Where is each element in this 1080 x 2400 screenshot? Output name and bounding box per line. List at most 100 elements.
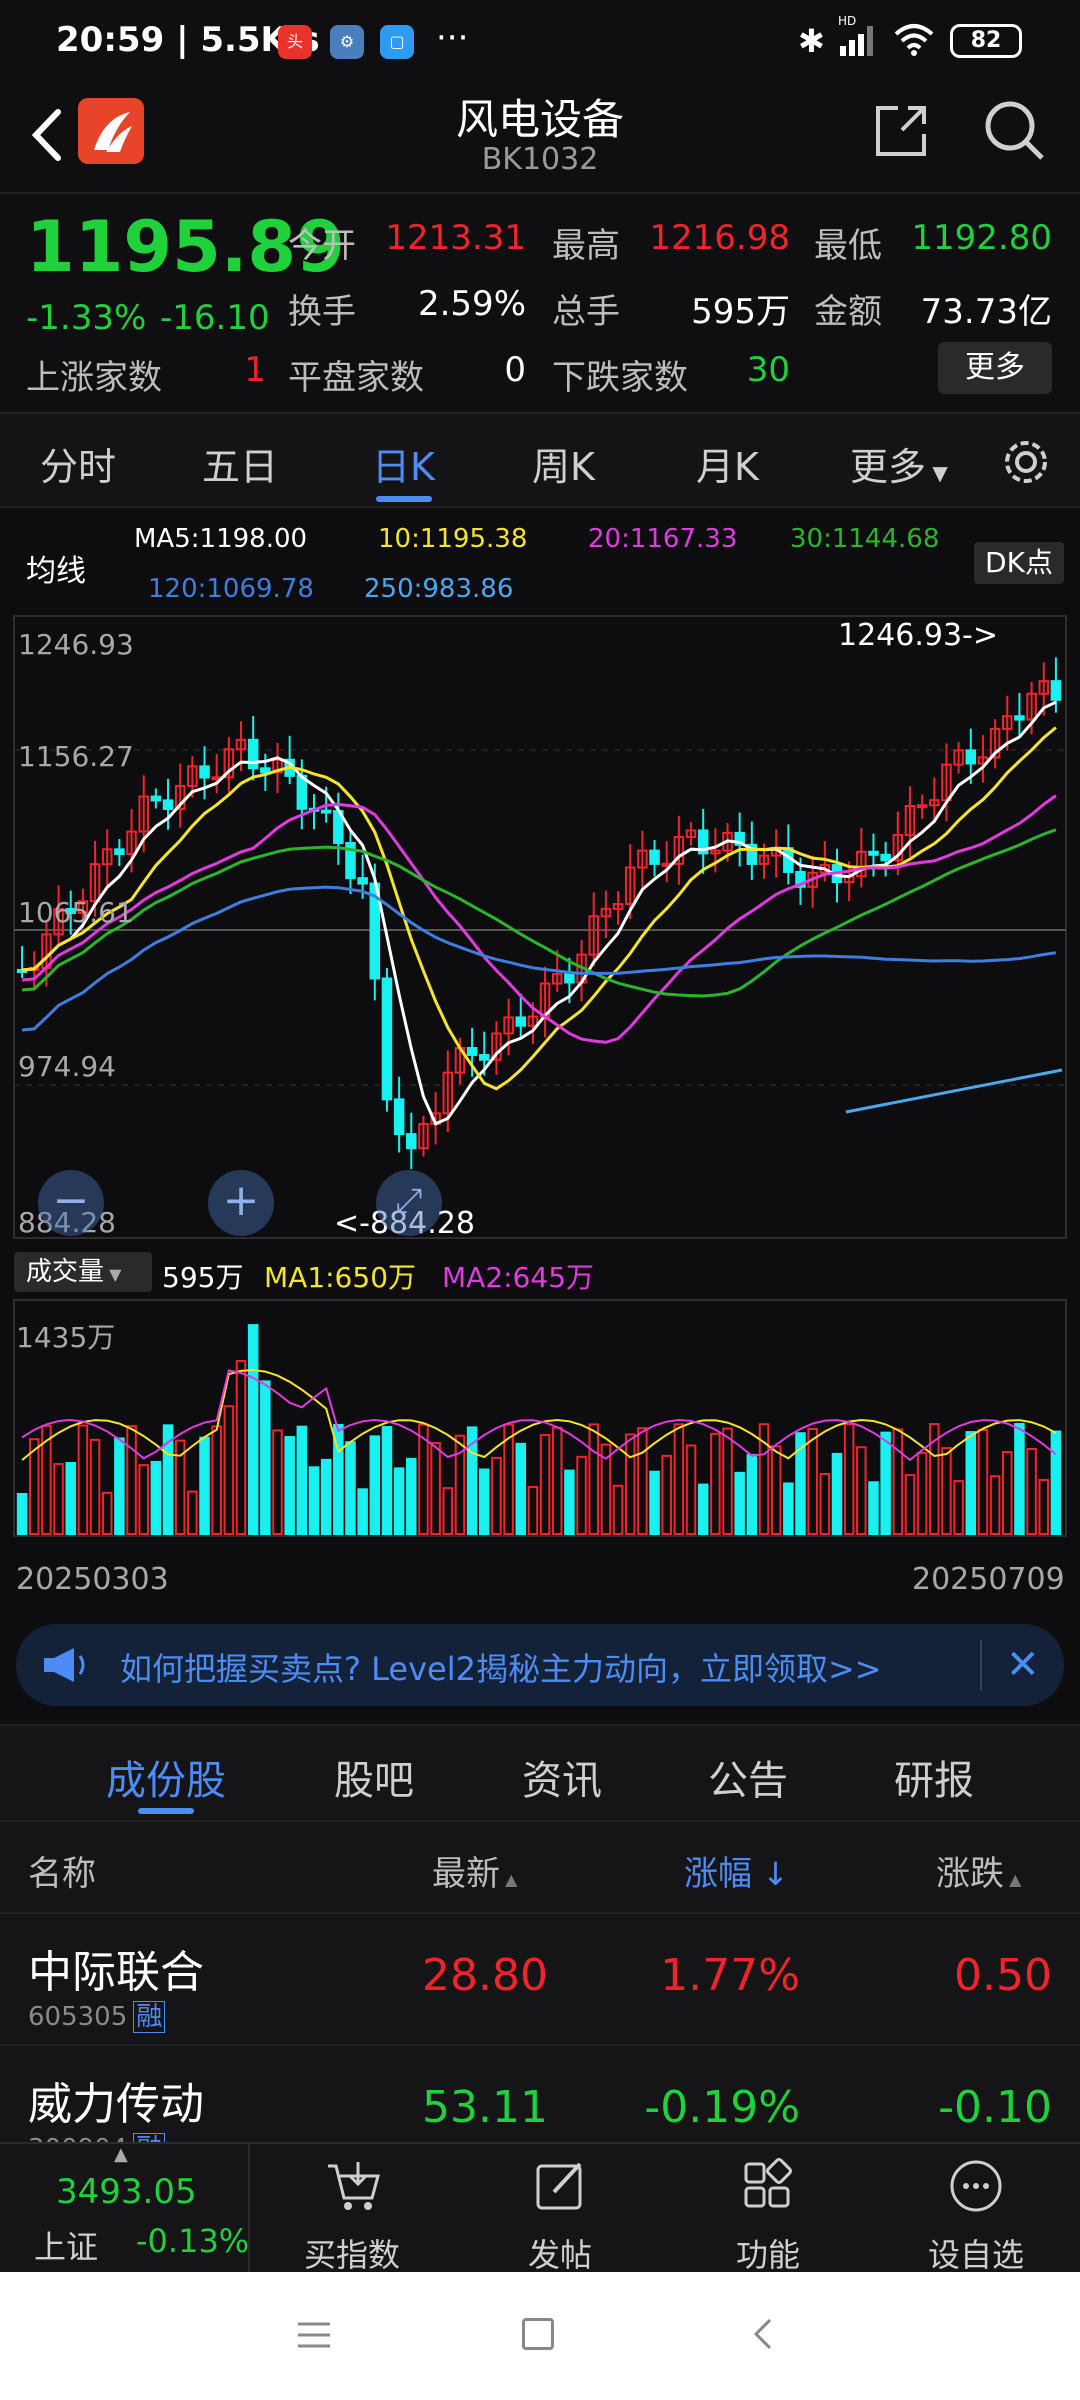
candle-body — [564, 973, 575, 984]
candle-body — [916, 804, 928, 809]
nav-functions[interactable]: 功能 — [735, 2236, 800, 2274]
tab-five-day[interactable]: 五日 — [202, 445, 279, 489]
nav-buy-index[interactable]: 买指数 — [303, 2236, 400, 2274]
candle-body — [746, 843, 758, 865]
stock-row[interactable]: 威力传动 300904融 53.11 -0.19% -0.10 — [0, 2044, 1080, 2144]
more-quote-button[interactable]: 更多 — [938, 342, 1052, 394]
quote-panel: 1195.89 -1.33% -16.10 今开 1213.31 最高 1216… — [0, 192, 1080, 412]
apps-grid-icon[interactable] — [678, 2156, 858, 2216]
y-tick-2: 1156.27 — [18, 740, 134, 773]
home-icon[interactable] — [522, 2318, 554, 2350]
caret-up-icon: ▲ — [114, 2144, 128, 2165]
edit-post-icon[interactable] — [470, 2156, 650, 2216]
ma250-value: 250:983.86 — [364, 574, 514, 604]
candle-body — [187, 765, 198, 787]
volume-bar — [710, 1432, 721, 1536]
candle-body — [649, 849, 660, 865]
wifi-icon — [892, 22, 936, 58]
volume-bar — [1050, 1430, 1062, 1536]
stock-row[interactable]: 中际联合 605305 融 28.80 1.77% 0.50 — [0, 1912, 1080, 2044]
volume-bar — [527, 1485, 539, 1536]
more-circle-icon[interactable] — [886, 2156, 1066, 2216]
tab-intraday[interactable]: 分时 — [40, 445, 117, 489]
settings-app-icon: ⚙ — [330, 25, 364, 59]
volume-bar — [819, 1472, 831, 1536]
volume-indicator-dropdown[interactable]: 成交量 ▼ — [14, 1252, 152, 1292]
volume-bar — [539, 1434, 551, 1536]
column-name: 名称 — [28, 1854, 96, 1894]
candle-body — [223, 748, 235, 779]
low-value: 1192.80 — [911, 218, 1052, 258]
volume-bar — [65, 1462, 76, 1535]
tab-announcements[interactable]: 公告 — [708, 1758, 788, 1804]
volume-bar — [1014, 1423, 1025, 1535]
bottom-nav: ▲ 3493.05 上证 -0.13% 买指数 发帖 功能 设自选 — [0, 2142, 1080, 2274]
candle-body — [272, 758, 283, 774]
volume-bar — [941, 1447, 952, 1535]
gear-icon[interactable] — [1000, 436, 1052, 488]
current-price: 1195.89 — [26, 206, 345, 288]
candle-body — [418, 1122, 429, 1150]
menu-icon[interactable] — [296, 2320, 332, 2350]
index-widget[interactable]: ▲ 3493.05 上证 -0.13% — [0, 2144, 250, 2274]
margin-badge: 融 — [133, 2001, 166, 2033]
search-icon[interactable] — [980, 96, 1050, 166]
chat-app-icon: ▢ — [380, 25, 414, 59]
volume-bar — [284, 1436, 295, 1536]
promo-banner[interactable]: 如何把握买卖点? Level2揭秘主力动向，立即领取>> ✕ — [16, 1624, 1064, 1706]
ma-line — [21, 726, 1057, 1091]
tab-research[interactable]: 研报 — [894, 1758, 974, 1804]
tab-weekly-k[interactable]: 周K — [532, 445, 595, 489]
candle-body — [89, 863, 101, 903]
volume-bar — [28, 1438, 40, 1535]
nav-post[interactable]: 发帖 — [527, 2236, 592, 2274]
tab-daily-k[interactable]: 日K — [372, 445, 435, 489]
column-change[interactable]: 涨跌 ▲ — [936, 1854, 1022, 1894]
candle-body — [892, 834, 904, 862]
candle-body — [904, 805, 916, 837]
close-icon[interactable]: ✕ — [1006, 1642, 1040, 1688]
zoom-in-icon[interactable]: + — [208, 1170, 274, 1236]
candle-body — [393, 1098, 405, 1136]
candle-body — [466, 1047, 478, 1056]
column-latest[interactable]: 最新 ▲ — [432, 1854, 518, 1894]
candle-body — [491, 1032, 502, 1061]
back-nav-icon[interactable] — [748, 2316, 778, 2352]
column-pct[interactable]: 涨幅 ↓ — [684, 1854, 789, 1894]
stock-list-header: 名称 最新 ▲ 涨幅 ↓ 涨跌 ▲ — [0, 1820, 1080, 1912]
stock-change: 0.50 — [954, 1950, 1052, 2001]
volume-bar — [624, 1433, 636, 1536]
share-icon[interactable] — [868, 98, 934, 164]
cart-icon[interactable] — [262, 2156, 442, 2216]
tab-news[interactable]: 资讯 — [522, 1758, 602, 1804]
margin-badge: 融 — [133, 2133, 166, 2144]
dk-point-button[interactable]: DK点 — [974, 542, 1064, 584]
tab-forum[interactable]: 股吧 — [334, 1758, 414, 1804]
low-marker: <-884.28 — [334, 1206, 475, 1241]
volume-bar — [235, 1359, 247, 1536]
volume-bar — [174, 1439, 186, 1535]
tab-monthly-k[interactable]: 月K — [696, 445, 759, 489]
volume-current: 595万 — [162, 1261, 244, 1294]
volume-bar — [101, 1491, 113, 1535]
fullscreen-icon[interactable]: ⤢ — [376, 1170, 442, 1236]
candle-body — [795, 870, 806, 888]
zoom-out-icon[interactable]: − — [38, 1170, 104, 1236]
candle-body — [1038, 680, 1050, 695]
nav-add-favorite[interactable]: 设自选 — [927, 2236, 1024, 2274]
ma-line — [21, 885, 1057, 1032]
board-code: BK1032 — [481, 142, 599, 177]
candlestick-chart[interactable] — [0, 510, 1080, 1620]
y-tick-1: 1246.93 — [18, 628, 134, 661]
more-notifications-icon: ··· — [436, 18, 469, 58]
volume-bar — [685, 1444, 697, 1535]
volume-label: 总手 — [552, 292, 620, 332]
stock-code: 300904融 — [28, 2128, 166, 2144]
back-icon[interactable] — [22, 100, 72, 170]
tab-components[interactable]: 成份股 — [106, 1758, 226, 1804]
candle-body — [600, 907, 612, 918]
system-nav-bar — [0, 2272, 1080, 2400]
volume-bar — [89, 1438, 101, 1536]
tab-more[interactable]: 更多 ▼ — [850, 445, 948, 489]
volume-bar — [965, 1431, 977, 1536]
